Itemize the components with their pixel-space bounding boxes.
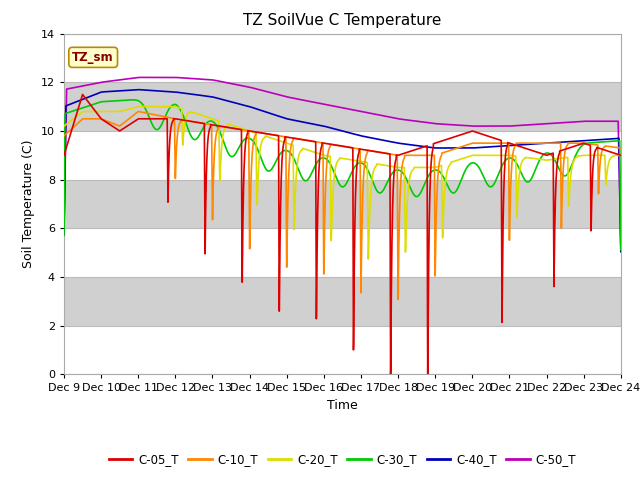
- Bar: [64, 180, 621, 228]
- Legend: C-05_T, C-10_T, C-20_T, C-30_T, C-40_T, C-50_T: C-05_T, C-10_T, C-20_T, C-30_T, C-40_T, …: [104, 448, 581, 471]
- X-axis label: Time: Time: [327, 399, 358, 412]
- Bar: [64, 277, 621, 326]
- Title: TZ SoilVue C Temperature: TZ SoilVue C Temperature: [243, 13, 442, 28]
- Bar: [64, 34, 621, 82]
- Bar: [64, 34, 621, 82]
- Bar: [64, 82, 621, 131]
- Y-axis label: Soil Temperature (C): Soil Temperature (C): [22, 140, 35, 268]
- Bar: [64, 228, 621, 277]
- Bar: [64, 326, 621, 374]
- Bar: [64, 131, 621, 180]
- Text: TZ_sm: TZ_sm: [72, 51, 114, 64]
